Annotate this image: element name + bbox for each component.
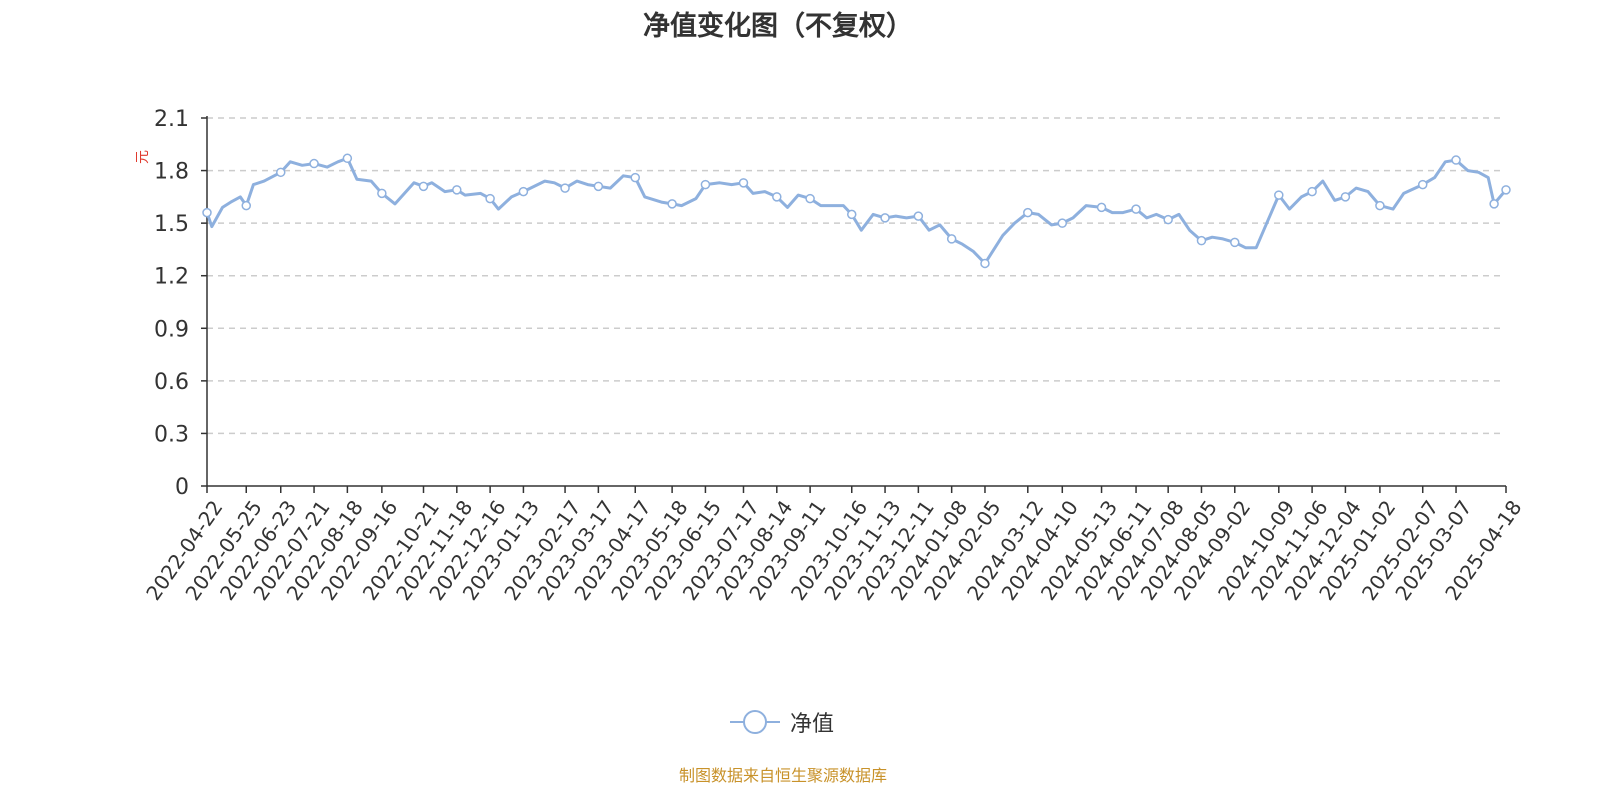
grid-lines: [207, 117, 1500, 435]
data-point: [241, 200, 252, 211]
data-point: [1196, 235, 1207, 246]
data-point: [485, 193, 495, 204]
data-point: [202, 207, 212, 218]
data-point: [1096, 202, 1107, 213]
data-point: [880, 213, 890, 223]
data-point: [560, 183, 570, 193]
data-point: [452, 185, 462, 195]
data-point: [630, 172, 640, 183]
data-point: [913, 211, 924, 221]
data-point: [1274, 190, 1284, 200]
y-tick-label: 2.1: [154, 107, 189, 132]
data-point: [1023, 207, 1033, 218]
data-point: [1230, 237, 1240, 248]
data-point: [700, 179, 711, 190]
data-point: [1307, 186, 1317, 197]
legend[interactable]: 净值: [730, 704, 834, 740]
data-point: [518, 186, 529, 197]
y-tick-label: 0.9: [154, 317, 189, 342]
data-point: [1131, 204, 1141, 214]
data-point: [342, 153, 353, 164]
data-point: [276, 167, 286, 178]
y-axis-label: 元: [135, 150, 151, 164]
line-circle-marker-icon: [730, 710, 780, 734]
data-point: [593, 181, 604, 192]
data-point: [1451, 155, 1461, 165]
series-line: [205, 156, 1508, 265]
y-tick-label: 1.2: [154, 265, 189, 290]
data-point: [772, 192, 782, 202]
data-point: [946, 234, 957, 244]
data-point: [805, 193, 815, 204]
data-point: [1375, 200, 1385, 211]
y-tick-label: 1.8: [154, 160, 189, 185]
marker-layer: [202, 153, 1511, 269]
data-point: [1057, 218, 1068, 228]
data-point: [377, 188, 387, 199]
legend-label: 净值: [790, 712, 835, 737]
data-point: [309, 158, 319, 169]
data-point: [1417, 179, 1428, 190]
data-point: [418, 181, 429, 192]
y-tick-label: 1.5: [154, 212, 189, 237]
line-chart: 00.30.60.91.21.51.82.1元2022-04-222022-05…: [135, 107, 1527, 605]
data-point: [1501, 185, 1511, 195]
data-point: [667, 199, 677, 209]
axes: 00.30.60.91.21.51.82.1元2022-04-222022-05…: [135, 107, 1527, 605]
data-point: [738, 178, 749, 188]
source-note: 制图数据来自恒生聚源数据库: [678, 766, 887, 785]
y-tick-label: 0.3: [154, 422, 189, 447]
data-point: [846, 209, 857, 220]
y-tick-label: 0.6: [154, 370, 189, 395]
y-tick-label: 0: [175, 475, 189, 500]
chart-title: 净值变化图（不复权）: [643, 11, 913, 42]
data-point: [980, 258, 990, 269]
data-point: [1340, 192, 1351, 202]
data-point: [1489, 199, 1499, 209]
data-point: [1163, 214, 1173, 225]
series-layer: [205, 156, 1508, 265]
